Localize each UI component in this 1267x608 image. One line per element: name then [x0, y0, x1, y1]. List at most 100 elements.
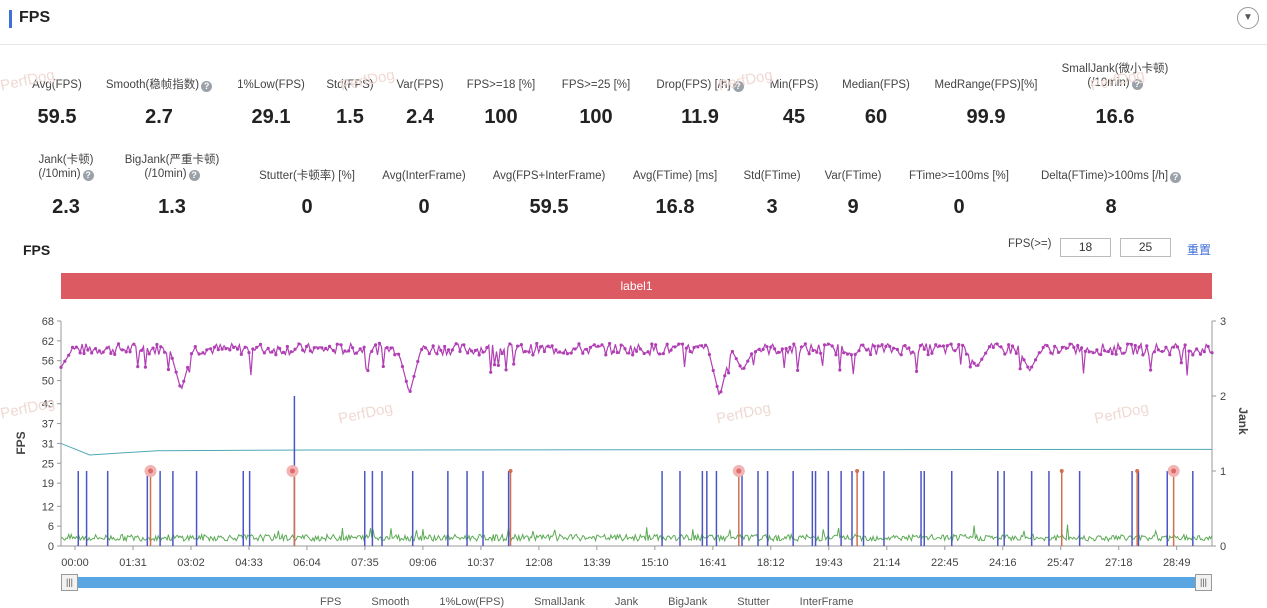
y-right-tick-label: 2: [1220, 391, 1226, 403]
fps-point: [650, 342, 654, 346]
fps-point: [420, 347, 424, 352]
help-icon[interactable]: ?: [188, 170, 200, 181]
fps-point: [849, 353, 853, 357]
bigjank-halo: [1167, 465, 1180, 477]
help-icon[interactable]: ?: [732, 81, 744, 92]
fps-point: [623, 347, 627, 351]
fps-point: [888, 344, 892, 348]
slider-track[interactable]: [69, 577, 1204, 588]
fps-point: [101, 350, 105, 354]
legend-item-3[interactable]: SmallJank: [534, 596, 585, 608]
fps-threshold-input-1[interactable]: 18: [1060, 238, 1111, 257]
fps-point: [1099, 352, 1103, 357]
jank-point: [1135, 469, 1140, 473]
jank-point: [148, 469, 153, 473]
fps-point: [1118, 346, 1122, 350]
fps-point: [397, 352, 401, 356]
fps-point: [757, 347, 761, 352]
legend-item-7[interactable]: InterFrame: [799, 596, 854, 608]
fps-point: [1041, 345, 1045, 350]
fps-point: [976, 363, 980, 367]
y-tick-label: 37: [42, 419, 54, 431]
fps-point: [496, 363, 500, 367]
fps-point: [903, 344, 907, 348]
legend-item-6[interactable]: Stutter: [737, 596, 770, 608]
help-icon[interactable]: ?: [1131, 79, 1143, 90]
fps-point: [911, 350, 915, 354]
bigjank-halo: [144, 465, 157, 477]
metric-value: 0: [418, 196, 430, 218]
reset-button[interactable]: 重置: [1187, 243, 1212, 257]
legend-item-0[interactable]: FPS: [320, 596, 342, 608]
y-right-tick-label: 0: [1220, 541, 1226, 553]
help-icon[interactable]: ?: [82, 170, 94, 181]
jank-point: [736, 469, 741, 473]
fps-point: [258, 342, 263, 347]
x-tick-label: 07:35: [351, 557, 379, 569]
fps-point: [178, 384, 182, 388]
fps-point: [999, 345, 1003, 349]
metric-value: 9: [847, 196, 859, 218]
slider-handle-left[interactable]: |||: [61, 574, 78, 591]
fps-point: [105, 346, 109, 350]
bigjank-point: [289, 468, 295, 474]
fps-point: [301, 348, 305, 352]
fps-point: [750, 352, 754, 356]
fps-point: [922, 347, 926, 351]
fps-point: [1014, 351, 1018, 355]
fps-point: [1083, 349, 1087, 353]
slider-handle-right[interactable]: |||: [1195, 574, 1212, 591]
jank-point: [508, 469, 513, 473]
fps-point: [930, 351, 934, 355]
fps-point: [446, 348, 451, 352]
y-axis-label: FPS: [14, 431, 28, 454]
legend-item-2[interactable]: 1%Low(FPS): [439, 596, 505, 608]
fps-point: [454, 342, 458, 346]
metric-label: SmallJank(微小卡顿): [1061, 63, 1169, 75]
fps-point: [1191, 353, 1195, 357]
metric-r1-6: FPS>=25 [%] 100: [506, 78, 686, 128]
fps-point: [124, 350, 128, 354]
fps-point: [615, 350, 619, 355]
legend-item-5[interactable]: BigJank: [668, 596, 708, 608]
low1-line: [60, 442, 1213, 456]
fps-point: [968, 365, 972, 369]
fps-point: [220, 347, 224, 351]
metric-label-unit: (/10min)?: [82, 167, 262, 181]
y-tick-label: 56: [42, 356, 54, 368]
fps-point: [366, 368, 370, 373]
fps-point: [270, 350, 274, 354]
fps-point: [742, 366, 746, 370]
fps-point: [374, 343, 378, 347]
help-icon[interactable]: ?: [1170, 172, 1182, 183]
fps-threshold-input-2[interactable]: 25: [1120, 238, 1171, 257]
time-range-slider[interactable]: ||| |||: [61, 574, 1212, 591]
fps-point: [205, 348, 209, 352]
fps-point: [830, 344, 834, 348]
y-tick-label: 12: [42, 501, 54, 513]
x-tick-label: 28:49: [1163, 557, 1191, 569]
fps-point: [941, 344, 946, 348]
fps-point: [247, 350, 251, 355]
metric-value: 60: [864, 106, 888, 128]
fps-point: [780, 347, 784, 351]
legend-item-1[interactable]: Smooth: [371, 596, 410, 608]
fps-point: [1003, 352, 1007, 356]
legend-item-4[interactable]: Jank: [614, 596, 639, 608]
fps-point: [1079, 346, 1084, 350]
fps-point: [1091, 351, 1095, 355]
metric-value: 59.5: [529, 196, 569, 218]
fps-point: [327, 344, 332, 348]
x-tick-label: 16:41: [699, 557, 727, 569]
help-icon[interactable]: ?: [201, 81, 213, 92]
fps-point: [274, 352, 278, 357]
chevron-down-icon[interactable]: ▼: [1237, 7, 1259, 29]
fps-point: [481, 350, 485, 354]
fps-point: [872, 344, 876, 348]
fps-point: [466, 351, 470, 355]
fps-point: [845, 352, 850, 356]
fps-point: [128, 350, 132, 354]
label-bar[interactable]: label1: [61, 273, 1212, 299]
x-tick-label: 19:43: [815, 557, 843, 569]
metric-value: 0: [301, 196, 313, 218]
